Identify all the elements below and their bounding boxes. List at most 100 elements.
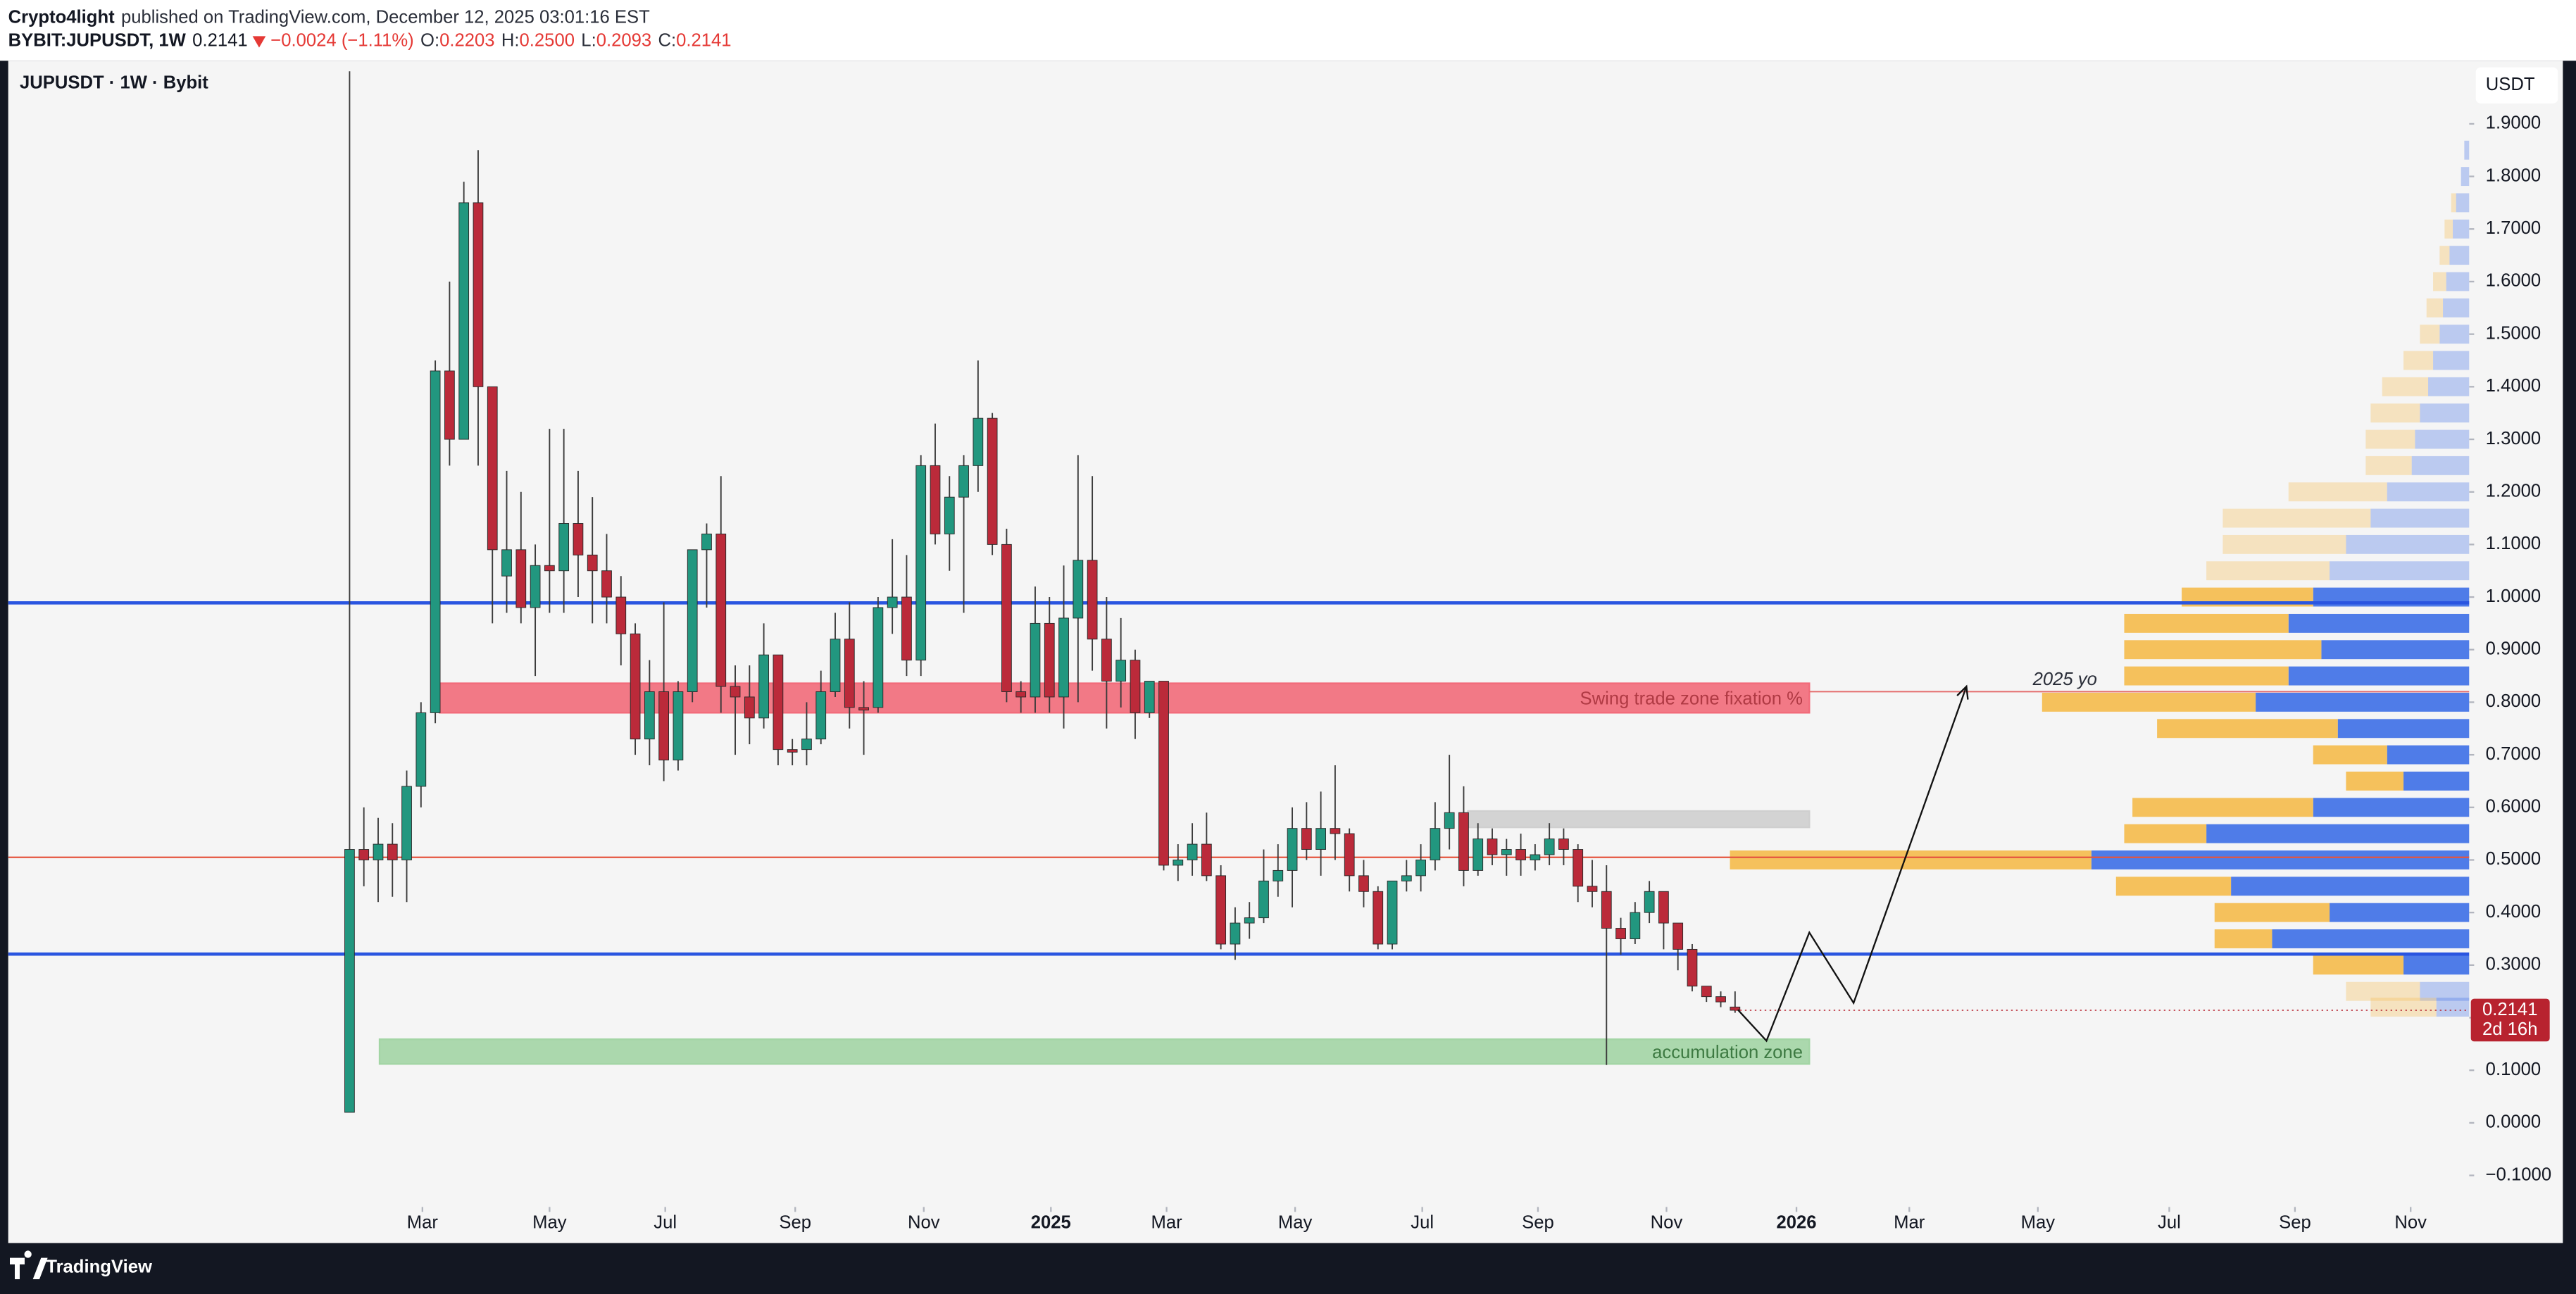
profile-buy: [2346, 772, 2404, 791]
y-tick-label: 0.9000: [2486, 639, 2541, 659]
candle-body: [544, 565, 555, 572]
profile-sell: [2256, 692, 2470, 712]
y-tick-label: 0.8000: [2486, 691, 2541, 711]
candle-body: [1087, 560, 1098, 640]
profile-buy: [2313, 955, 2404, 975]
candle-body: [344, 849, 355, 1113]
last-price-box: [2470, 998, 2550, 1042]
plot: Swing trade zone fixation % accumulation …: [8, 71, 2470, 1113]
candle-body: [787, 749, 798, 753]
profile-buy: [1730, 850, 2092, 869]
x-tick-label: Mar: [407, 1212, 439, 1232]
candle-body: [1672, 922, 1684, 950]
profile-sell: [2439, 325, 2470, 344]
candle-body: [1058, 617, 1069, 698]
candle-body: [473, 202, 484, 387]
x-tick-label: Nov: [908, 1212, 940, 1232]
candle-body: [1030, 622, 1041, 698]
chart-title: JUPUSDT · 1W · Bybit: [20, 73, 208, 93]
candle-body: [601, 570, 612, 598]
profile-sell: [2330, 903, 2470, 922]
profile-buy: [2124, 824, 2207, 843]
candle-body: [1615, 928, 1626, 939]
candle-body: [1573, 849, 1584, 887]
candle-body: [1144, 681, 1155, 713]
candle-body: [1330, 828, 1341, 834]
last-price: 0.2141: [192, 30, 247, 50]
x-tick-label: Sep: [1522, 1212, 1554, 1232]
candle-body: [1073, 560, 1084, 619]
candle-body: [1630, 912, 1641, 939]
profile-buy: [2214, 929, 2272, 948]
x-tick-label: Jul: [2158, 1212, 2181, 1232]
candle-body: [758, 654, 769, 719]
x-tick-label: Mar: [1151, 1212, 1182, 1232]
candle-body: [1201, 843, 1212, 877]
candle-body: [1430, 828, 1441, 860]
x-tick-label: May: [1278, 1212, 1313, 1232]
candle-body: [587, 554, 598, 572]
y-tick-label: 0.1000: [2486, 1060, 2541, 1079]
candle-body: [1001, 544, 1012, 692]
candle-body: [1101, 639, 1112, 682]
candle-body: [930, 465, 941, 534]
candle-body: [1301, 828, 1312, 850]
profile-buy: [2439, 246, 2450, 265]
y-tick-label: 1.3000: [2486, 429, 2541, 448]
y-tick-label: 0.7000: [2486, 744, 2541, 764]
candle-body: [773, 654, 784, 750]
candle-body: [1715, 996, 1726, 1003]
candle-body: [901, 596, 912, 661]
y-tick-label: 0.3000: [2486, 955, 2541, 974]
profile-buy: [2426, 298, 2444, 318]
candle-body: [915, 465, 927, 661]
x-tick-label: May: [2021, 1212, 2056, 1232]
currency-box: [2475, 67, 2558, 103]
candle-body: [515, 549, 527, 608]
candle-body: [715, 533, 727, 687]
brand: TradingView: [46, 1257, 152, 1276]
ohlc-value: 0.2500: [520, 30, 575, 50]
header-line-2: BYBIT:JUPUSDT, 1W 0.2141 −0.0024 (−1.11%) O…: [8, 30, 732, 50]
ohlc-value: 0.2141: [676, 30, 731, 50]
profile-sell: [2231, 877, 2470, 896]
y-tick-label: 1.2000: [2486, 481, 2541, 501]
profile-buy: [2382, 377, 2429, 396]
candle-body: [887, 596, 898, 608]
candle-body: [830, 639, 841, 692]
candle-body: [573, 523, 584, 555]
logo-icon: [9, 1250, 48, 1280]
candle-body: [973, 417, 984, 466]
profile-sell: [2337, 719, 2470, 739]
ohlc-label: L:: [581, 30, 596, 50]
candle-body: [501, 549, 512, 577]
candle-body: [801, 739, 812, 750]
profile-buy: [2132, 798, 2313, 817]
profile-buy: [2365, 429, 2415, 449]
candle-body: [1473, 838, 1484, 871]
zone: [1467, 810, 1811, 829]
profile-sell: [2453, 219, 2470, 239]
candle-body: [1501, 849, 1512, 855]
candle-body: [415, 712, 427, 787]
profile-sell: [2456, 193, 2470, 213]
candle-body: [1401, 875, 1412, 881]
profile-buy: [2206, 561, 2330, 581]
profile-buy: [2370, 998, 2437, 1017]
candle-body: [1644, 891, 1655, 913]
candle-body: [358, 849, 370, 860]
candle-body: [1358, 875, 1369, 892]
x-tick-label: Nov: [1651, 1212, 1683, 1232]
projection-path: [1737, 686, 1968, 1043]
candle-body: [687, 549, 698, 692]
candle-body: [1487, 838, 1498, 855]
candle-body: [1415, 860, 1426, 877]
candle-body: [558, 523, 570, 572]
currency: USDT: [2486, 75, 2535, 94]
profile-sell: [2449, 246, 2470, 265]
profile-sell: [2330, 561, 2470, 581]
candle-body: [658, 691, 669, 761]
candle-body: [1287, 828, 1298, 871]
candle-body: [1387, 880, 1398, 945]
y-tick-label: 0.5000: [2486, 849, 2541, 869]
